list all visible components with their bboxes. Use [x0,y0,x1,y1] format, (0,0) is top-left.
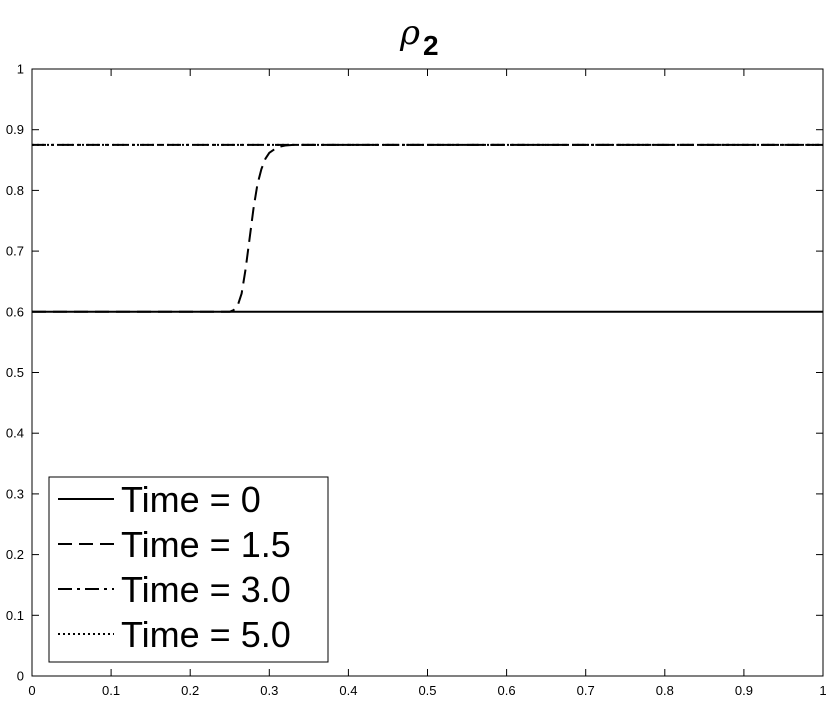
legend-label: Time = 0 [121,479,261,520]
x-tick-label: 0.5 [418,683,436,698]
y-tick-label: 0.9 [6,122,24,137]
x-tick-label: 0.8 [656,683,674,698]
y-axis: 0 0.1 0.2 0.3 0.4 0.5 0.6 0.7 0.8 0.9 1 [6,62,823,684]
x-tick-label: 1 [819,683,826,698]
x-tick-label: 0.9 [735,683,753,698]
y-tick-label: 0.7 [6,244,24,259]
x-tick-label: 0.2 [181,683,199,698]
y-tick-label: 0.6 [6,304,24,319]
legend-label: Time = 3.0 [121,569,291,610]
x-tick-label: 0.1 [102,683,120,698]
legend-label: Time = 5.0 [121,614,291,655]
chart-title-symbol: ρ [399,13,420,53]
y-tick-label: 0.8 [6,183,24,198]
y-tick-label: 0.2 [6,547,24,562]
x-tick-label: 0.7 [577,683,595,698]
series-line-1 [32,143,823,313]
chart-title-subscript: 2 [423,30,439,61]
y-tick-label: 0.4 [6,426,24,441]
x-tick-label: 0.3 [260,683,278,698]
x-axis: 0 0.1 0.2 0.3 0.4 0.5 0.6 0.7 0.8 0.9 1 [28,69,827,698]
y-tick-label: 0 [17,669,24,684]
y-tick-label: 0.5 [6,365,24,380]
y-tick-label: 0.1 [6,608,24,623]
series-layer [32,143,823,313]
x-tick-label: 0.4 [339,683,357,698]
x-tick-label: 0.6 [498,683,516,698]
y-tick-label: 0.3 [6,486,24,501]
y-tick-label: 1 [17,62,24,77]
legend-box [48,476,329,663]
legend-label: Time = 1.5 [121,524,291,565]
x-tick-label: 0 [28,683,35,698]
chart-title: ρ 2 [399,13,439,61]
